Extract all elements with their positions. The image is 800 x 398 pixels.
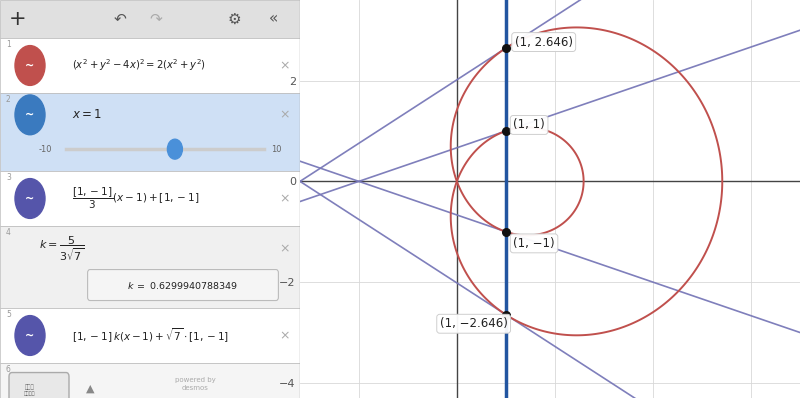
Text: (1, 1): (1, 1) xyxy=(514,119,545,131)
Text: $(x^2+y^2-4x)^2=2(x^2+y^2)$: $(x^2+y^2-4x)^2=2(x^2+y^2)$ xyxy=(72,58,206,73)
FancyBboxPatch shape xyxy=(9,373,69,398)
Bar xyxy=(0,93,300,171)
Text: $[1,-1]\,k(x-1)+\sqrt{7}\cdot[1,-1]$: $[1,-1]\,k(x-1)+\sqrt{7}\cdot[1,-1]$ xyxy=(72,326,229,345)
Bar xyxy=(0,363,300,398)
Circle shape xyxy=(15,316,45,355)
Text: ↷: ↷ xyxy=(150,12,162,27)
Bar xyxy=(0,0,300,38)
Text: ×: × xyxy=(280,242,290,256)
Text: powered by
desmos: powered by desmos xyxy=(174,377,215,392)
Text: 10: 10 xyxy=(271,144,282,154)
Text: ↶: ↶ xyxy=(114,12,126,27)
Text: 6: 6 xyxy=(6,365,11,374)
Text: 2: 2 xyxy=(6,95,10,104)
Text: ×: × xyxy=(280,108,290,121)
Text: ~: ~ xyxy=(26,60,34,70)
Text: ⚙: ⚙ xyxy=(227,12,241,27)
Circle shape xyxy=(15,95,45,135)
Text: ×: × xyxy=(280,192,290,205)
Text: -10: -10 xyxy=(39,144,53,154)
Text: ×: × xyxy=(280,329,290,342)
Bar xyxy=(0,171,300,226)
Text: (1, −2.646): (1, −2.646) xyxy=(440,317,507,330)
Text: $x = 1$: $x = 1$ xyxy=(72,108,102,121)
Text: ×: × xyxy=(280,59,290,72)
Text: ⬜⬜⬜: ⬜⬜⬜ xyxy=(25,385,35,390)
Text: $k = \dfrac{5}{3\sqrt{7}}$: $k = \dfrac{5}{3\sqrt{7}}$ xyxy=(39,235,84,263)
Text: (1, 2.646): (1, 2.646) xyxy=(514,35,573,49)
Text: 3: 3 xyxy=(6,173,11,182)
Text: $k\;=\;0.6299940788349$: $k\;=\;0.6299940788349$ xyxy=(127,279,238,291)
Text: ▲: ▲ xyxy=(86,383,94,394)
Circle shape xyxy=(167,139,182,159)
Bar xyxy=(0,226,300,308)
Bar xyxy=(0,38,300,93)
Text: ~: ~ xyxy=(26,193,34,203)
Text: (1, −1): (1, −1) xyxy=(514,237,555,250)
Text: ~: ~ xyxy=(26,110,34,120)
Text: 1: 1 xyxy=(6,40,10,49)
Circle shape xyxy=(15,179,45,219)
Text: ⬜⬜⬜⬜: ⬜⬜⬜⬜ xyxy=(24,391,36,396)
Bar xyxy=(0,308,300,363)
Text: $\dfrac{[1,-1]}{3}(x-1)+[1,-1]$: $\dfrac{[1,-1]}{3}(x-1)+[1,-1]$ xyxy=(72,186,199,211)
Circle shape xyxy=(15,46,45,86)
Text: 4: 4 xyxy=(6,228,11,237)
Text: «: « xyxy=(268,12,278,27)
Text: +: + xyxy=(9,9,27,29)
FancyBboxPatch shape xyxy=(88,269,278,300)
Text: ~: ~ xyxy=(26,330,34,341)
Text: 5: 5 xyxy=(6,310,11,319)
